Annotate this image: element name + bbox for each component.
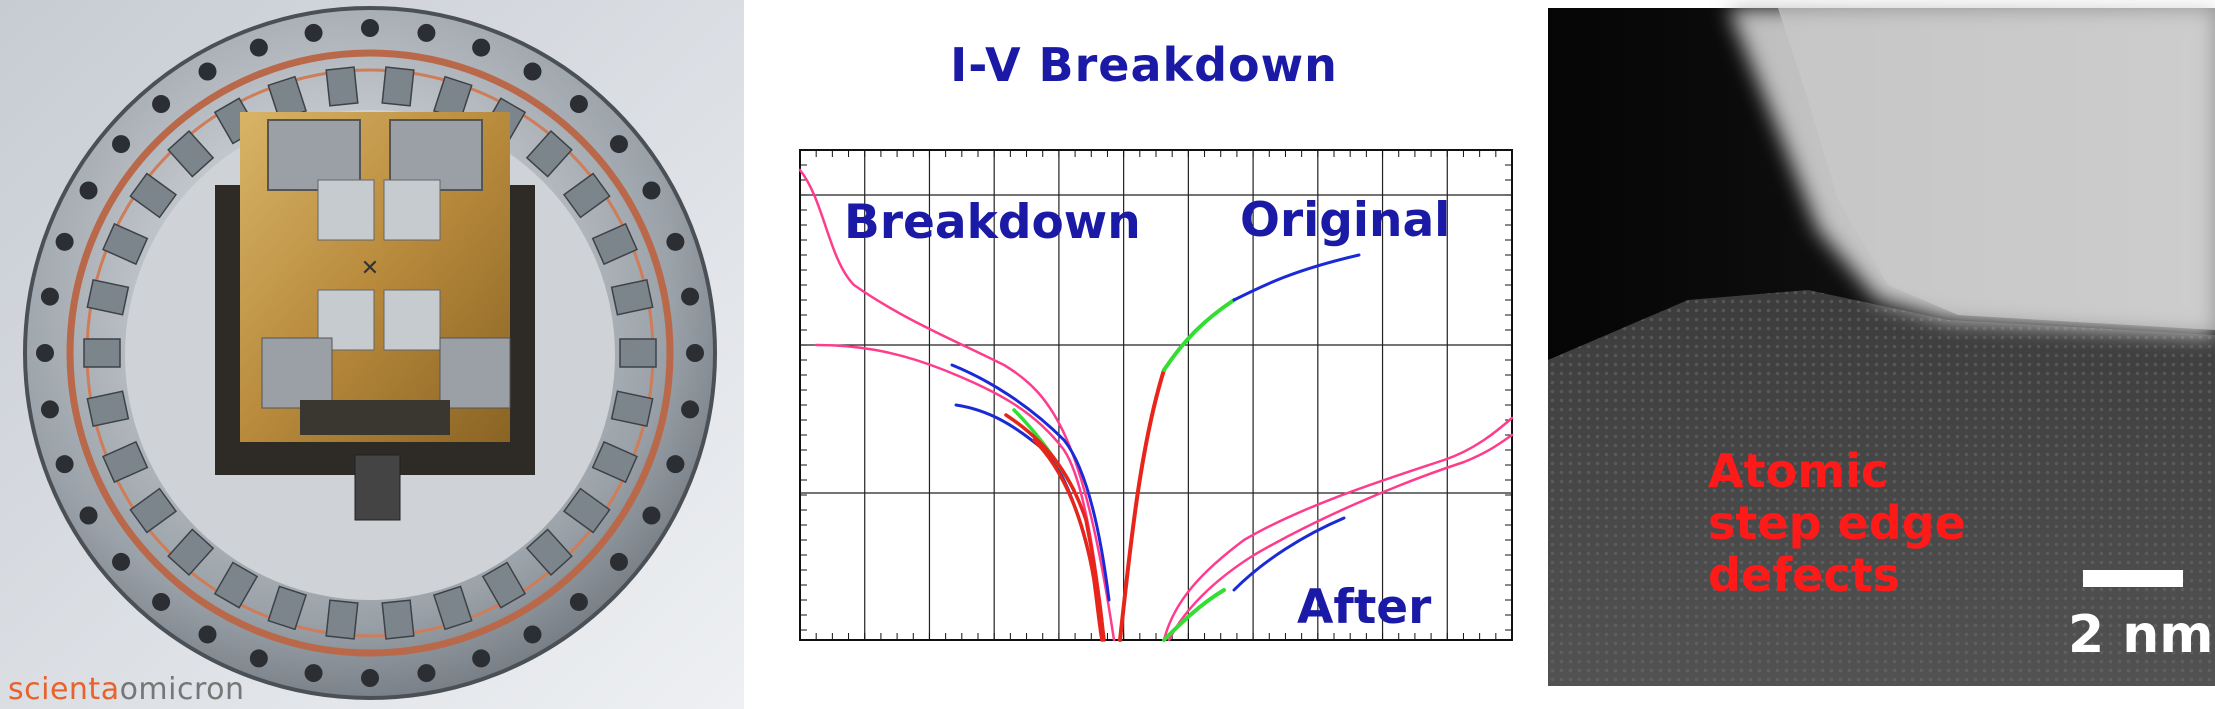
curve-after-blue	[1232, 516, 1346, 592]
brand-logo-part2: omicron	[119, 672, 245, 707]
clamp-block	[102, 222, 149, 266]
clamp-block	[591, 440, 638, 484]
bolt-hole	[304, 23, 323, 42]
bolt-hole	[686, 344, 704, 362]
bolt-hole	[523, 625, 542, 644]
defect-annotation-line: step edge	[1708, 496, 1966, 550]
iv-chart	[798, 149, 1514, 642]
clamp-block	[267, 585, 308, 631]
instrument-photo-image: ✕	[0, 0, 744, 709]
bolt-hole	[609, 552, 628, 571]
clamp-block	[381, 66, 415, 107]
chart-curves	[798, 168, 1514, 642]
curve-after-green	[1162, 588, 1226, 642]
brand-logo: scientaomicron	[8, 672, 245, 707]
clamp-block	[83, 338, 121, 368]
bolt-hole	[198, 625, 217, 644]
clamp-block	[325, 599, 359, 640]
bolt-hole	[569, 95, 588, 114]
bolt-hole	[666, 455, 685, 474]
bolt-hole	[152, 95, 171, 114]
defect-annotation: Atomic step edge defects	[1708, 445, 1966, 601]
bolt-hole	[472, 649, 491, 668]
bolt-hole	[642, 506, 661, 525]
bolt-hole	[361, 19, 379, 37]
curve-left-blue	[950, 363, 1111, 602]
bolt-hole	[36, 344, 54, 362]
curve-left-red	[1032, 438, 1104, 642]
label-after: After	[1297, 580, 1432, 635]
bolt-hole	[112, 135, 131, 154]
clamp-block	[562, 487, 611, 534]
bolt-hole	[79, 506, 98, 525]
bolt-hole	[198, 62, 217, 81]
bolt-hole	[609, 135, 628, 154]
bolt-hole	[79, 181, 98, 200]
curve-original-green	[1162, 298, 1236, 372]
curve-original-red	[1118, 368, 1166, 642]
label-breakdown: Breakdown	[844, 195, 1141, 250]
clamp-block	[591, 222, 638, 266]
clamp-block	[129, 172, 178, 219]
bolt-hole	[361, 669, 379, 687]
curve-original-blue	[1232, 253, 1361, 302]
iv-chart-panel: I-V Breakdown Breakdown Original After	[744, 0, 1544, 709]
clamp-block	[167, 528, 215, 576]
bolt-hole	[40, 400, 59, 419]
clamp-block	[86, 390, 130, 428]
curve-after-pink	[1162, 416, 1514, 642]
clamp-block	[86, 278, 130, 316]
clamp-block	[481, 561, 527, 609]
clamp-block	[619, 338, 657, 368]
bolt-hole	[152, 592, 171, 611]
bolt-hole	[681, 400, 700, 419]
bolt-hole	[249, 38, 268, 57]
bolt-hole	[55, 455, 74, 474]
curve-after-pink	[1167, 433, 1514, 642]
label-original: Original	[1240, 193, 1451, 248]
bolt-hole	[642, 181, 661, 200]
clamp-block	[525, 130, 573, 178]
bolt-hole	[666, 232, 685, 251]
bolt-hole	[417, 23, 436, 42]
scale-bar	[2083, 570, 2183, 587]
brand-logo-part1: scienta	[8, 672, 120, 707]
clamp-block	[325, 66, 359, 107]
curve-breakdown-pink	[798, 168, 1116, 642]
clamp-block	[381, 599, 415, 640]
tem-image-panel: Atomic step edge defects 2 nm	[1548, 0, 2215, 709]
clamp-block	[562, 172, 611, 219]
clamp-block	[525, 528, 573, 576]
curve-left-red	[1004, 413, 1106, 642]
defect-annotation-line: Atomic	[1708, 444, 1889, 498]
clamp-block	[102, 440, 149, 484]
bolt-hole	[40, 287, 59, 306]
defect-annotation-line: defects	[1708, 548, 1900, 602]
bolt-hole	[112, 552, 131, 571]
curve-left-blue	[954, 403, 1104, 622]
bolt-hole	[249, 649, 268, 668]
bolt-hole	[681, 287, 700, 306]
bolt-hole	[472, 38, 491, 57]
chart-title: I-V Breakdown	[950, 38, 1338, 92]
tem-image	[1548, 0, 2215, 709]
bolt-hole	[304, 664, 323, 683]
bolt-hole	[523, 62, 542, 81]
clamp-block	[610, 278, 654, 316]
instrument-photo: ✕ scientaomicron	[0, 0, 744, 709]
scale-bar-label: 2 nm	[2068, 605, 2214, 665]
bolt-hole	[417, 664, 436, 683]
svg-text:✕: ✕	[361, 256, 379, 281]
clamp-block	[167, 130, 215, 178]
clamp-block	[432, 585, 473, 631]
bolt-hole	[569, 592, 588, 611]
bolt-hole	[55, 232, 74, 251]
clamp-block	[129, 487, 178, 534]
clamp-block	[610, 390, 654, 428]
chart-ticks	[799, 149, 1513, 640]
clamp-block	[213, 561, 259, 609]
